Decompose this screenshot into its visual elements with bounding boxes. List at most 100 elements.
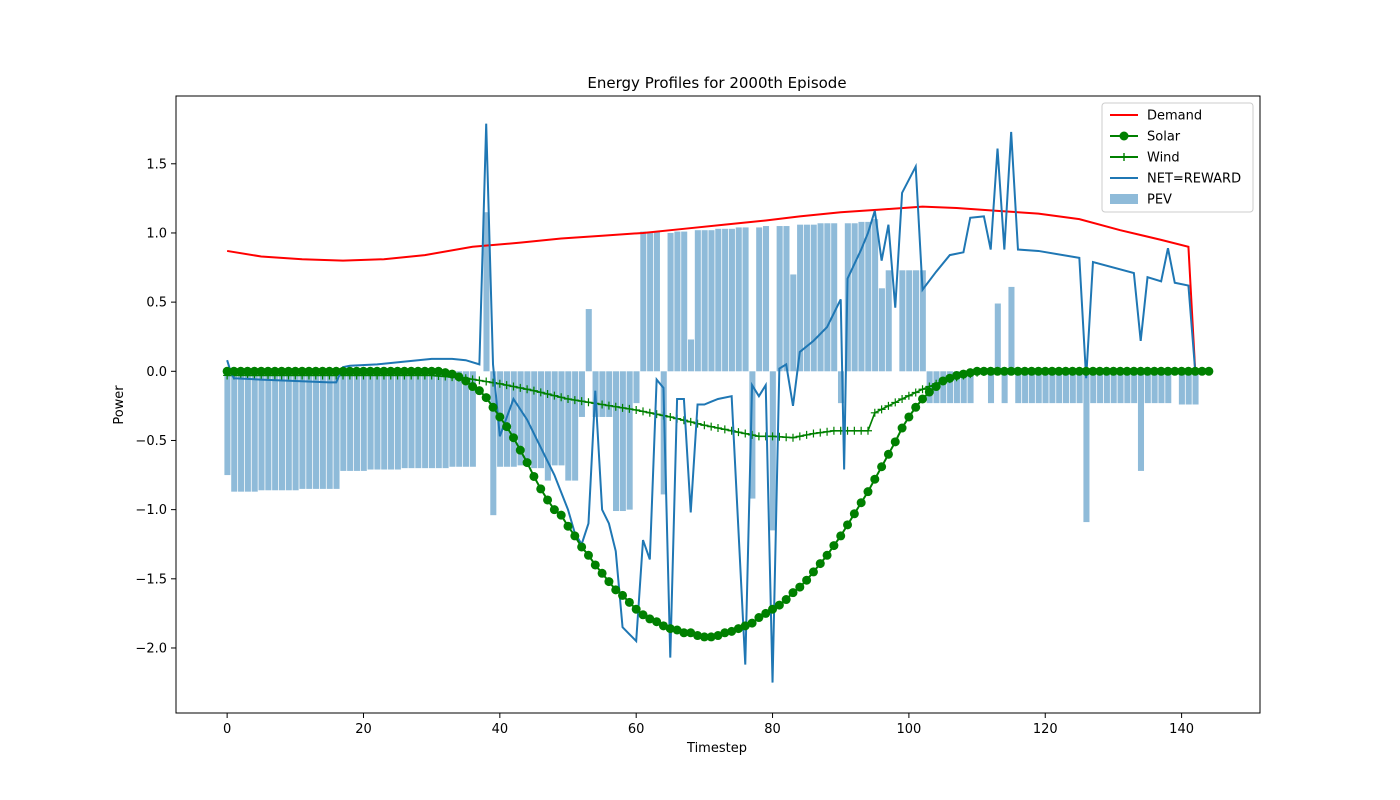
solar-marker — [815, 559, 825, 569]
solar-marker — [372, 366, 382, 376]
solar-marker — [624, 597, 634, 607]
solar-marker — [1074, 366, 1084, 376]
axes: 0 20 40 60 80 100 120 140 −2.0 −1.5 −1.0 −0.5 0.0 0.5… — [135, 95, 1261, 737]
pev-bar — [1022, 371, 1029, 404]
pev-bar — [640, 231, 647, 372]
pev-bar — [1090, 371, 1097, 404]
pev-bar — [987, 371, 995, 404]
legend-label: Solar — [1147, 130, 1181, 145]
pev-bar — [837, 371, 845, 404]
y-tick-label: 0.5 — [146, 296, 167, 311]
solar-marker — [1020, 366, 1030, 376]
solar-marker — [331, 366, 341, 376]
solar-marker — [727, 626, 737, 636]
pev-bar — [633, 371, 640, 404]
wind-marker — [911, 388, 920, 397]
solar-marker — [699, 632, 709, 642]
pev-bar — [1137, 371, 1145, 471]
solar-marker — [843, 520, 853, 530]
pev-bar — [510, 371, 517, 467]
solar-marker — [277, 366, 287, 376]
wind-marker — [700, 421, 709, 430]
solar-marker — [747, 618, 757, 628]
solar-marker — [802, 575, 812, 585]
solar-marker — [454, 372, 464, 382]
axes-frame — [175, 95, 1261, 714]
pev-bar — [674, 231, 681, 372]
solar-marker — [577, 542, 587, 552]
solar-marker — [774, 600, 784, 610]
wind-marker — [761, 432, 770, 441]
wind-marker — [809, 429, 818, 438]
plot-content — [222, 123, 1214, 683]
demand-line — [226, 205, 1197, 372]
pev-bar — [681, 231, 688, 372]
solar-marker — [1170, 366, 1180, 376]
wind-marker — [598, 400, 607, 409]
pev-bar — [647, 231, 654, 372]
solar-marker — [502, 422, 512, 432]
solar-marker — [1129, 366, 1139, 376]
solar-marker — [583, 550, 593, 560]
pev-bar — [1178, 371, 1185, 405]
pev-bar — [463, 371, 470, 467]
wind-marker — [564, 394, 573, 403]
solar-marker — [706, 632, 716, 642]
solar-marker — [965, 368, 975, 378]
solar-marker — [781, 595, 791, 605]
solar-marker — [754, 613, 764, 623]
solar-marker — [536, 484, 546, 494]
solar-marker — [631, 604, 641, 614]
solar-marker — [986, 366, 996, 376]
legend-label: NET=REWARD — [1147, 172, 1241, 187]
solar-marker — [1027, 366, 1037, 376]
pev-bar — [1097, 371, 1104, 404]
solar-marker — [1054, 366, 1064, 376]
solar-marker — [304, 366, 314, 376]
wind-marker — [775, 432, 784, 441]
wind-marker — [741, 429, 750, 438]
solar-marker — [713, 631, 723, 641]
x-tick-label: 60 — [628, 722, 645, 737]
solar-marker — [1204, 366, 1214, 376]
x-tick-label: 20 — [355, 722, 372, 737]
wind-marker — [707, 422, 716, 431]
solar-marker — [1040, 366, 1050, 376]
pev-bar — [769, 371, 776, 531]
x-tick-label: 80 — [764, 722, 781, 737]
solar-marker — [979, 366, 989, 376]
wind-marker — [516, 383, 525, 392]
wind-marker — [570, 396, 579, 405]
solar-marker — [993, 366, 1003, 376]
pev-bar — [715, 228, 722, 372]
pev-bar — [415, 371, 422, 469]
pev-bar — [878, 288, 885, 372]
pev-bar — [940, 371, 947, 404]
solar-marker — [645, 614, 655, 624]
chart-title: Energy Profiles for 2000th Episode — [587, 74, 846, 92]
pev-bar — [708, 230, 715, 372]
pev-bar — [763, 226, 770, 372]
solar-marker — [515, 445, 525, 455]
wind-marker — [754, 432, 763, 441]
legend-box — [1101, 102, 1254, 213]
pev-bar — [919, 270, 926, 372]
solar-marker — [427, 366, 437, 376]
pev-bar — [626, 371, 633, 510]
wind-marker — [611, 402, 620, 411]
solar-marker — [808, 567, 818, 577]
pev-bar — [1042, 371, 1049, 404]
solar-marker — [1197, 366, 1207, 376]
x-tick-label: 120 — [1033, 722, 1058, 737]
legend-handle-pev — [1110, 194, 1138, 204]
pev-bar — [1192, 371, 1199, 405]
solar-marker — [358, 366, 368, 376]
pev-bar — [401, 371, 408, 469]
solar-marker — [679, 628, 689, 638]
legend-handle-marker — [1119, 131, 1129, 141]
wind-marker — [502, 381, 511, 390]
legend-label: PEV — [1147, 193, 1172, 208]
pev-bar — [278, 371, 285, 491]
solar-marker — [440, 368, 450, 378]
solar-marker — [222, 366, 232, 376]
